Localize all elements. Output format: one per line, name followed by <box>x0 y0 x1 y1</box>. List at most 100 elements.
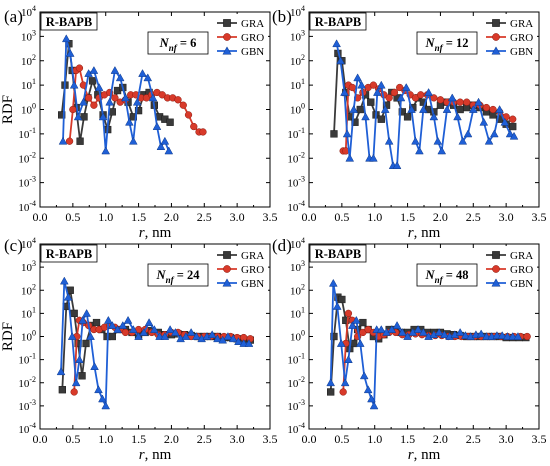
legend-label-GBN: GBN <box>241 278 264 290</box>
data-point-GBN <box>495 105 504 113</box>
data-point-GRA <box>58 111 66 119</box>
x-tick-label: 0.5 <box>65 210 80 224</box>
series-GBN <box>56 276 254 410</box>
data-point-GBN <box>453 112 462 121</box>
legend-marker-GBN <box>491 46 501 55</box>
data-point-GBN <box>86 332 95 340</box>
x-tick-label: 2.5 <box>466 432 481 446</box>
data-point-GBN <box>143 73 153 82</box>
data-point-GBN <box>479 117 489 126</box>
data-point-GBN <box>492 331 502 339</box>
chart-panel-4: (d) 0.0 0.5 1.0 1.5 2.0 2.5 3.0 3.5 10-4 10-3 10-2 1… <box>272 236 547 463</box>
data-point-GBN <box>244 339 254 347</box>
x-tick-label: 0.5 <box>65 432 80 446</box>
x-tick-label: 3.0 <box>499 210 514 224</box>
data-point-GRA <box>351 118 359 126</box>
data-point-GRO <box>369 81 378 89</box>
data-point-GRO <box>121 328 130 337</box>
data-point-GBN <box>165 325 175 333</box>
data-point-GRO <box>69 105 77 114</box>
data-point-GRA <box>80 113 88 121</box>
panel-label: (a) <box>4 7 23 26</box>
legend-marker-GRO <box>492 33 500 41</box>
data-point-GRO <box>70 388 78 396</box>
data-point-GBN <box>59 276 69 285</box>
data-point-GBN <box>332 301 342 310</box>
data-point-GBN <box>340 378 350 387</box>
x-axis-label: r, nm <box>408 225 441 241</box>
y-tick-label: 101 <box>21 305 36 320</box>
data-point-GBN <box>429 112 439 121</box>
data-point-GBN <box>401 83 411 91</box>
y-tick-label: 103 <box>290 28 305 43</box>
panel-label: (b) <box>272 7 292 26</box>
data-point-GBN <box>476 329 486 338</box>
x-tick-label: 0.5 <box>334 210 349 224</box>
data-point-GRO <box>90 101 98 109</box>
data-point-GBN <box>392 321 402 329</box>
data-point-GBN <box>367 394 376 403</box>
legend-label-GRA: GRA <box>241 18 264 30</box>
data-point-GRA <box>330 332 338 341</box>
data-point-GRA <box>108 332 116 341</box>
data-point-GRO <box>385 94 393 102</box>
data-point-GBN <box>407 105 416 113</box>
legend-marker-GRO <box>223 33 231 41</box>
y-tick-label: 10-1 <box>18 352 36 367</box>
x-tick-label: 1.5 <box>131 432 146 446</box>
legend-label-GBN: GBN <box>241 46 264 58</box>
x-tick-label: 3.5 <box>263 432 278 446</box>
data-point-GBN <box>363 385 373 394</box>
data-point-GBN <box>434 328 444 336</box>
x-tick-label: 2.0 <box>433 432 448 446</box>
title-box <box>309 12 367 31</box>
data-point-GBN <box>144 318 154 326</box>
panel-label: (c) <box>4 236 23 255</box>
data-point-GBN <box>98 394 107 403</box>
data-point-GBN <box>373 88 382 96</box>
data-point-GRO <box>190 122 198 131</box>
data-point-GBN <box>380 105 390 113</box>
annotation-text: Nnf = 24 <box>156 268 201 285</box>
data-point-GBN <box>387 325 397 333</box>
data-point-GBN <box>376 325 386 333</box>
x-tick-label: 0.0 <box>302 432 317 446</box>
data-point-GRO <box>390 88 399 97</box>
data-point-GRO <box>489 105 497 114</box>
y-tick-label: 104 <box>21 4 36 19</box>
data-point-GBN <box>138 69 147 77</box>
data-point-GBN <box>101 146 111 155</box>
x-tick-label: 2.0 <box>164 210 179 224</box>
data-point-GBN <box>207 330 217 339</box>
data-point-GBN <box>63 292 73 301</box>
data-point-GBN <box>419 328 428 336</box>
data-point-GBN <box>118 321 128 329</box>
data-point-GBN <box>98 112 108 121</box>
data-point-GRA <box>76 137 84 145</box>
y-tick-label: 102 <box>290 282 305 297</box>
data-point-GBN <box>440 330 449 339</box>
data-point-GRO <box>509 115 517 123</box>
chart-panel-1: (a) 0.0 0.5 1.0 1.5 2.0 2.5 3.0 3.5 10-4 10-3 10-2 1… <box>0 4 278 241</box>
data-point-GBN <box>463 129 473 138</box>
legend-label-GRO: GRO <box>510 32 533 44</box>
x-tick-label: 3.5 <box>263 210 278 224</box>
data-point-GBN <box>192 332 201 340</box>
data-point-GBN <box>326 378 336 387</box>
series-GBN <box>58 34 174 155</box>
data-point-GBN <box>458 136 468 145</box>
data-point-GBN <box>181 332 191 340</box>
y-tick-label: 10-4 <box>18 421 36 436</box>
data-point-GRA <box>70 309 78 318</box>
chart-title: R-BAPB <box>315 247 362 261</box>
y-tick-label: 100 <box>290 329 305 344</box>
data-point-GBN <box>355 339 365 347</box>
x-tick-label: 1.5 <box>131 210 146 224</box>
legend-label-GRO: GRO <box>241 264 264 276</box>
data-point-GBN <box>121 93 130 102</box>
annotation-text: Nnf = 48 <box>425 268 469 285</box>
x-tick-label: 0.0 <box>33 432 48 446</box>
data-point-GRO <box>456 98 464 106</box>
annotation-box <box>416 263 478 287</box>
